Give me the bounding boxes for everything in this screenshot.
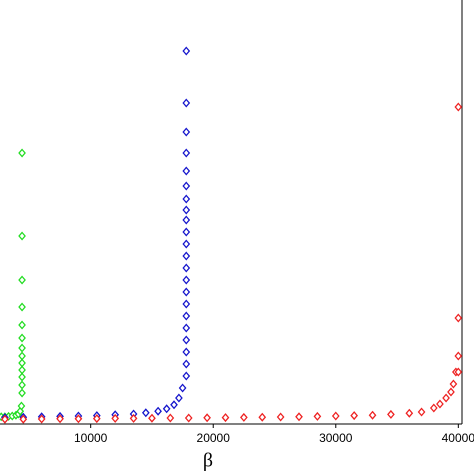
data-point (182, 181, 191, 191)
data-point (170, 400, 178, 410)
data-point (449, 379, 458, 389)
data-point (368, 410, 377, 420)
data-point (182, 371, 191, 381)
data-point (221, 413, 230, 423)
data-point (166, 413, 175, 423)
data-point (18, 365, 26, 375)
data-point (37, 414, 46, 424)
data-point (162, 404, 171, 414)
data-point (18, 351, 26, 361)
data-point (454, 313, 463, 323)
x-tick-label: 10000 (74, 431, 108, 445)
data-point (182, 227, 191, 237)
data-point (442, 393, 450, 403)
data-point (148, 413, 156, 423)
data-point (429, 403, 438, 413)
data-point (18, 388, 26, 398)
data-point (276, 412, 285, 422)
data-point (129, 413, 138, 423)
data-point (331, 411, 340, 421)
data-point (313, 411, 322, 421)
data-point (454, 367, 463, 377)
data-point (182, 359, 191, 369)
data-point (182, 46, 191, 56)
data-point (258, 412, 267, 422)
data-point (182, 166, 191, 176)
data-point (454, 351, 463, 361)
x-tick-label: 40000 (442, 431, 474, 445)
data-point (178, 383, 187, 393)
data-point (182, 263, 191, 273)
data-point (182, 194, 191, 204)
data-point (184, 413, 193, 423)
data-point (175, 393, 183, 403)
data-point (56, 414, 64, 424)
data-point (182, 347, 191, 357)
data-point (19, 414, 28, 424)
data-point (18, 333, 26, 343)
data-point (141, 408, 150, 418)
x-axis-label: β (203, 450, 213, 472)
data-point (182, 275, 191, 285)
data-point (18, 231, 26, 241)
data-point (295, 412, 303, 422)
data-point (18, 320, 26, 330)
data-point (18, 343, 26, 353)
data-point (182, 335, 191, 345)
data-point (74, 414, 83, 424)
data-point (182, 148, 191, 158)
data-point (1, 414, 9, 424)
data-point (182, 98, 191, 108)
data-point (436, 399, 444, 409)
data-point (405, 408, 414, 418)
data-point (17, 401, 26, 411)
data-point (182, 299, 191, 309)
data-point (18, 358, 26, 368)
data-point (182, 323, 191, 333)
data-point (18, 302, 26, 312)
data-point (182, 239, 191, 249)
data-point (18, 372, 26, 382)
data-point (182, 127, 191, 137)
data-point (203, 413, 211, 423)
data-point (18, 275, 26, 285)
data-point (417, 407, 426, 417)
data-point (182, 311, 191, 321)
data-point (111, 413, 120, 423)
x-tick-label: 20000 (197, 431, 231, 445)
data-point (182, 251, 191, 261)
data-point (387, 409, 395, 419)
data-point (350, 411, 359, 421)
data-point (154, 406, 162, 416)
data-point (182, 287, 191, 297)
data-point (18, 380, 26, 390)
data-point (18, 148, 26, 158)
data-point (182, 205, 191, 215)
data-point (182, 215, 191, 225)
x-tick-label: 30000 (319, 431, 353, 445)
data-point (92, 414, 101, 424)
data-point (447, 387, 455, 397)
data-point (454, 102, 463, 112)
data-point (240, 412, 248, 422)
